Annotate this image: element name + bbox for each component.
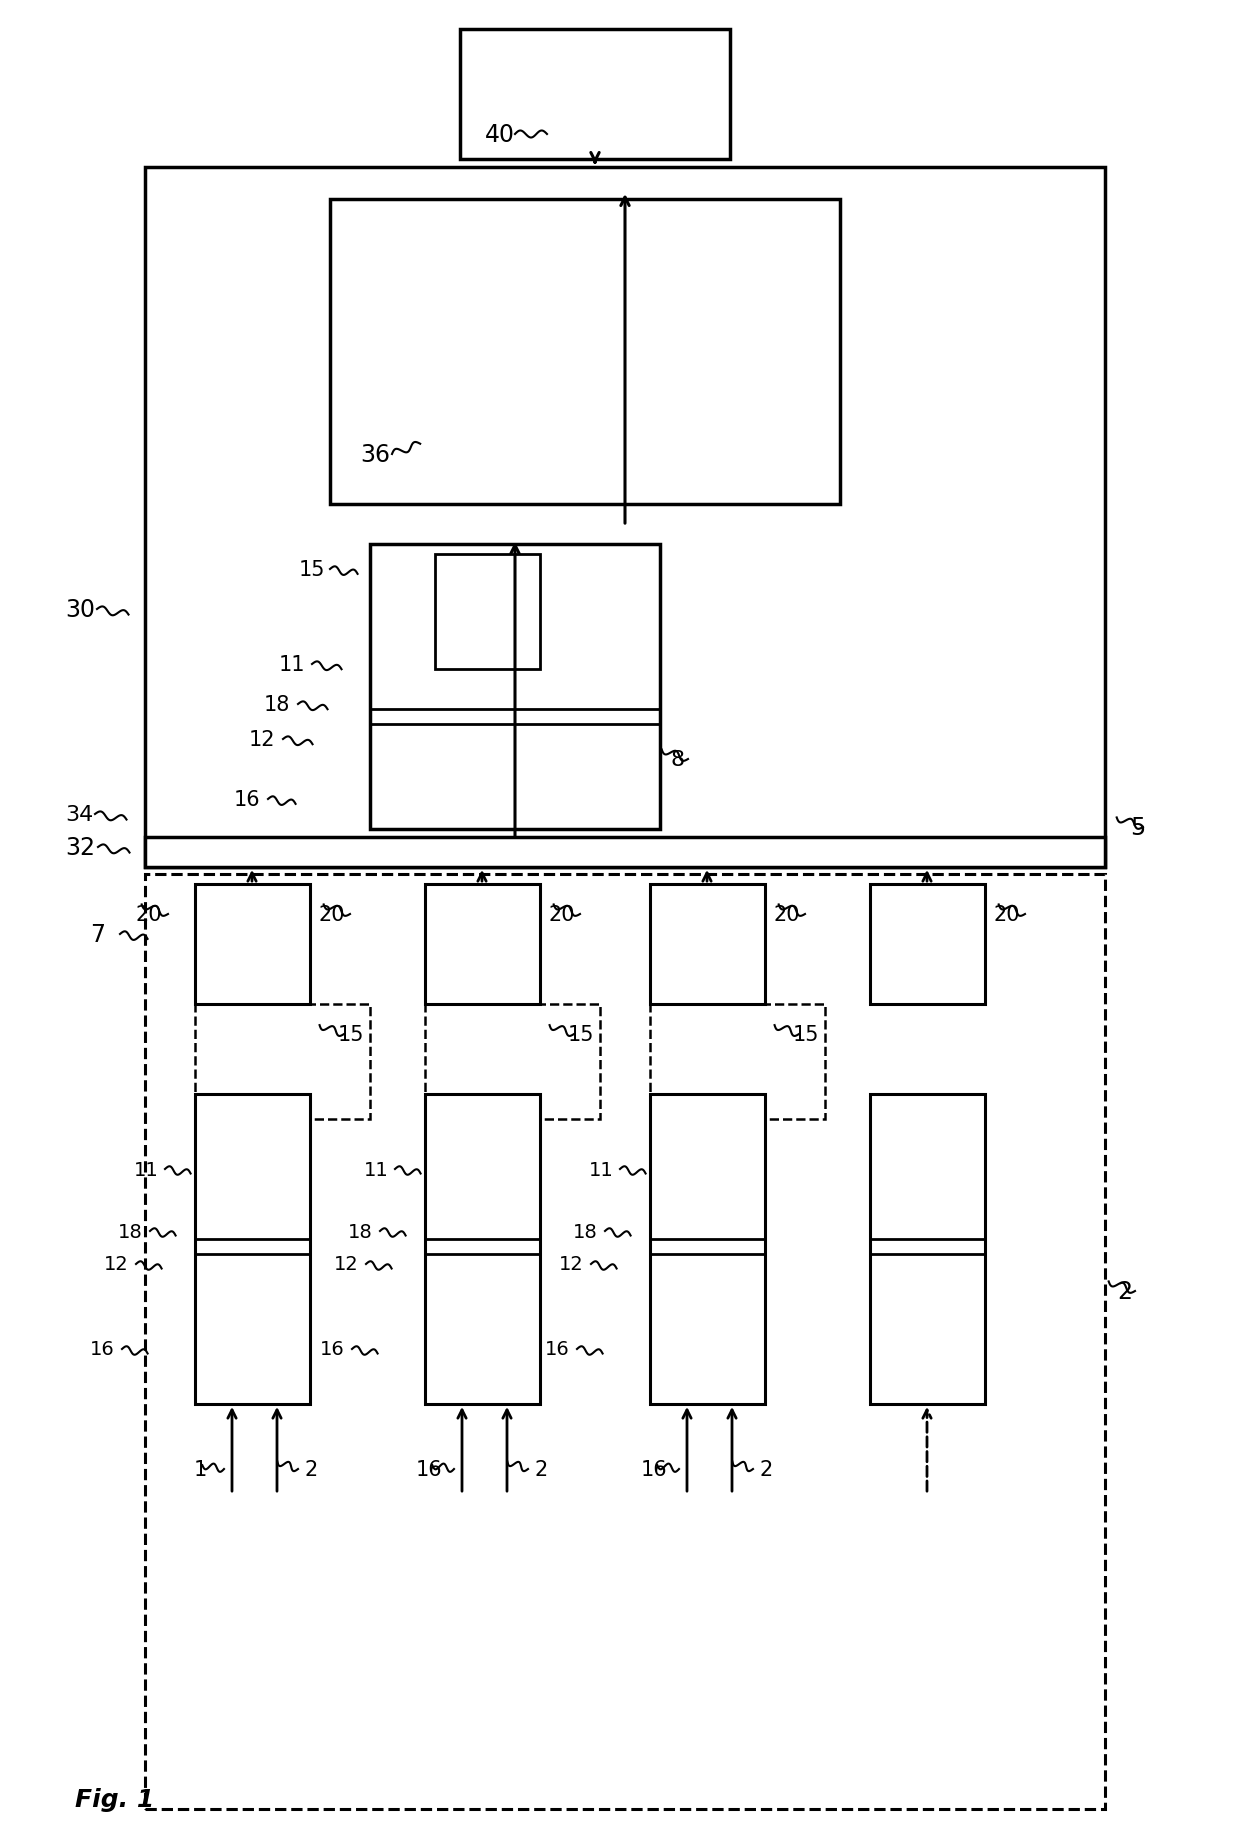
Bar (160, 182, 1090, 526)
Bar (160, 530, 1090, 864)
Text: 18: 18 (264, 695, 290, 715)
Text: 11: 11 (365, 1160, 389, 1179)
Text: 8: 8 (670, 750, 684, 769)
Bar (650, 1094, 765, 1405)
Text: 15: 15 (568, 1024, 594, 1045)
Text: 20: 20 (993, 905, 1019, 925)
Text: 36: 36 (360, 443, 391, 467)
Text: 2: 2 (1117, 1280, 1132, 1304)
Bar (425, 1094, 539, 1405)
Text: 16: 16 (320, 1341, 345, 1359)
Bar (195, 885, 310, 1004)
Text: 11: 11 (134, 1160, 159, 1179)
Bar (370, 544, 660, 829)
Text: 15: 15 (339, 1024, 365, 1045)
Text: 1: 1 (193, 1458, 207, 1479)
Text: 16: 16 (415, 1458, 441, 1479)
Text: 2: 2 (759, 1458, 773, 1479)
Bar (425, 885, 539, 1004)
Text: 32: 32 (64, 835, 95, 859)
Text: 7: 7 (91, 923, 105, 947)
Bar (145, 837, 1105, 868)
Text: 16: 16 (233, 789, 260, 809)
Text: 2: 2 (304, 1458, 317, 1479)
Text: 16: 16 (91, 1341, 115, 1359)
Bar (650, 885, 765, 1004)
Bar (145, 875, 1105, 1810)
Text: 18: 18 (573, 1221, 598, 1241)
Bar (435, 555, 539, 669)
Text: 12: 12 (559, 1254, 584, 1274)
Bar (195, 1004, 370, 1120)
Text: 11: 11 (589, 1160, 614, 1179)
Text: 16: 16 (546, 1341, 570, 1359)
Bar (870, 885, 985, 1004)
Text: 20: 20 (317, 905, 345, 925)
Text: 40: 40 (485, 123, 515, 147)
Text: 18: 18 (118, 1221, 143, 1241)
Bar (145, 167, 1105, 868)
Bar (330, 200, 839, 504)
Bar (195, 1094, 310, 1405)
Text: 18: 18 (348, 1221, 373, 1241)
Text: 12: 12 (335, 1254, 360, 1274)
Bar (870, 1094, 985, 1405)
Text: 20: 20 (773, 905, 800, 925)
Text: 5: 5 (1130, 815, 1146, 840)
Text: 11: 11 (279, 655, 305, 675)
Text: Fig. 1: Fig. 1 (74, 1788, 154, 1811)
Text: 16: 16 (640, 1458, 667, 1479)
Text: 20: 20 (548, 905, 574, 925)
Bar (460, 29, 730, 160)
Text: 15: 15 (794, 1024, 820, 1045)
Bar (650, 1004, 825, 1120)
Text: 20: 20 (135, 905, 161, 925)
Bar (425, 1004, 600, 1120)
Text: 12: 12 (248, 730, 275, 750)
Text: 30: 30 (64, 598, 95, 622)
Text: 2: 2 (534, 1458, 547, 1479)
Text: 15: 15 (299, 559, 325, 579)
Text: 34: 34 (64, 805, 93, 824)
Text: 12: 12 (104, 1254, 129, 1274)
